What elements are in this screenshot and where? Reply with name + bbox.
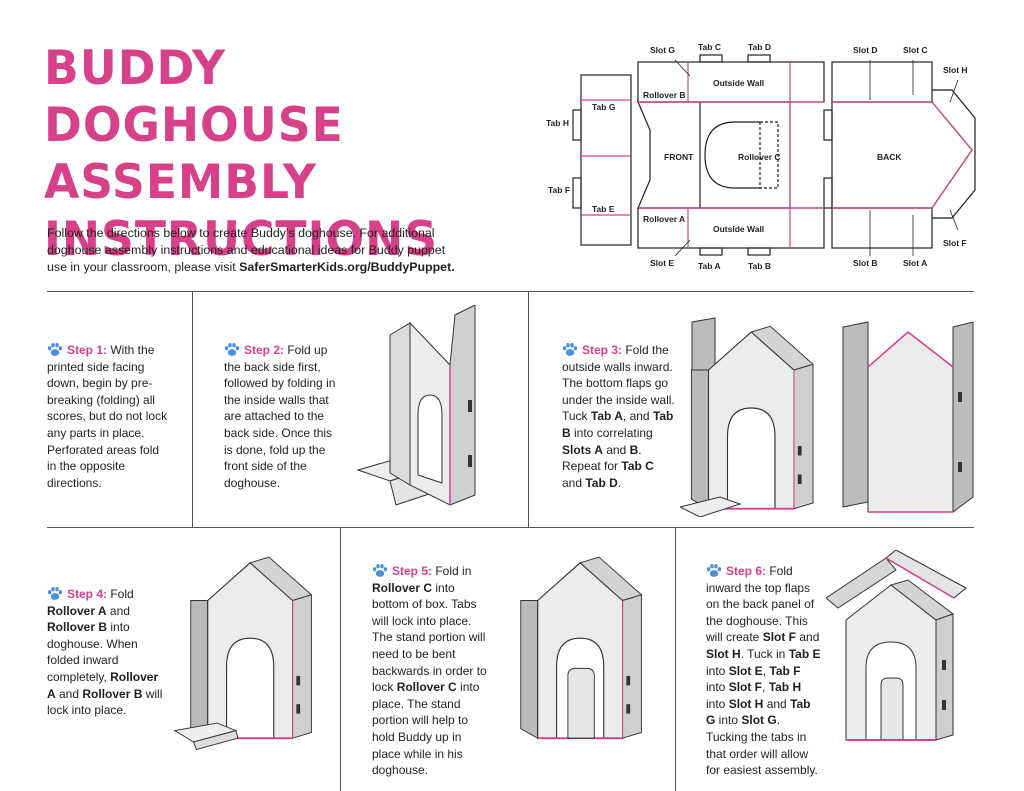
divider-v4 <box>675 527 676 791</box>
step-label: Step 1: <box>67 343 107 357</box>
label-rollover-a: Rollover A <box>643 214 685 224</box>
label-slot-c: Slot C <box>903 45 928 55</box>
template-diagram: Slot G Tab C Tab D Slot D Slot C Slot H … <box>540 38 980 278</box>
divider-v2 <box>528 291 529 527</box>
label-tab-a: Tab A <box>698 261 721 271</box>
step-6: Step 6: Fold inward the top flaps on the… <box>706 563 821 779</box>
label-slot-b: Slot B <box>853 258 878 268</box>
label-slot-a: Slot A <box>903 258 927 268</box>
website-link[interactable]: SaferSmarterKids.org/BuddyPuppet. <box>239 260 455 274</box>
label-outside-wall-bottom: Outside Wall <box>713 224 764 234</box>
step-5: Step 5: Fold in Rollover C into bottom o… <box>372 563 492 779</box>
step-label: Step 3: <box>582 343 622 357</box>
divider-v3 <box>340 527 341 791</box>
step-label: Step 5: <box>392 564 432 578</box>
label-tab-f: Tab F <box>548 185 570 195</box>
paw-icon <box>47 586 63 600</box>
step-label: Step 6: <box>726 564 766 578</box>
illustration-step-2 <box>350 305 500 515</box>
illustration-step-6 <box>826 550 976 750</box>
label-back: BACK <box>877 152 902 162</box>
step-3: Step 3: Fold the outside walls inward. T… <box>562 342 677 491</box>
label-slot-f: Slot F <box>943 238 967 248</box>
label-rollover-b: Rollover B <box>643 90 686 100</box>
label-tab-c: Tab C <box>698 42 721 52</box>
illustration-step-3a <box>680 312 830 517</box>
label-tab-e: Tab E <box>592 204 615 214</box>
label-tab-g: Tab G <box>592 102 616 112</box>
step-1: Step 1: With the printed side facing dow… <box>47 342 169 491</box>
paw-icon <box>224 342 240 356</box>
step-2: Step 2: Fold up the back side first, fol… <box>224 342 344 491</box>
illustration-step-3b <box>838 312 978 517</box>
label-slot-e: Slot E <box>650 258 674 268</box>
label-slot-g: Slot G <box>650 45 675 55</box>
step-label: Step 4: <box>67 587 107 601</box>
step-label: Step 2: <box>244 343 284 357</box>
divider-v1 <box>192 291 193 527</box>
step-4: Step 4: Fold Rollover A and Rollover B i… <box>47 586 165 719</box>
label-tab-b: Tab B <box>748 261 771 271</box>
illustration-step-5 <box>500 550 665 750</box>
paw-icon <box>706 563 722 577</box>
label-slot-h: Slot H <box>943 65 968 75</box>
label-tab-d: Tab D <box>748 42 771 52</box>
title-line-2: ASSEMBLY <box>44 154 451 211</box>
divider-top <box>47 291 974 292</box>
intro-paragraph: Follow the directions below to create Bu… <box>47 225 467 276</box>
label-rollover-c: Rollover C <box>738 152 781 162</box>
illustration-step-4 <box>170 550 335 750</box>
title-line-1: BUDDY DOGHOUSE <box>44 40 451 154</box>
paw-icon <box>372 563 388 577</box>
label-front: FRONT <box>664 152 694 162</box>
label-outside-wall-top: Outside Wall <box>713 78 764 88</box>
paw-icon <box>47 342 63 356</box>
label-slot-d: Slot D <box>853 45 878 55</box>
paw-icon <box>562 342 578 356</box>
divider-middle <box>47 527 974 528</box>
label-tab-h: Tab H <box>546 118 569 128</box>
